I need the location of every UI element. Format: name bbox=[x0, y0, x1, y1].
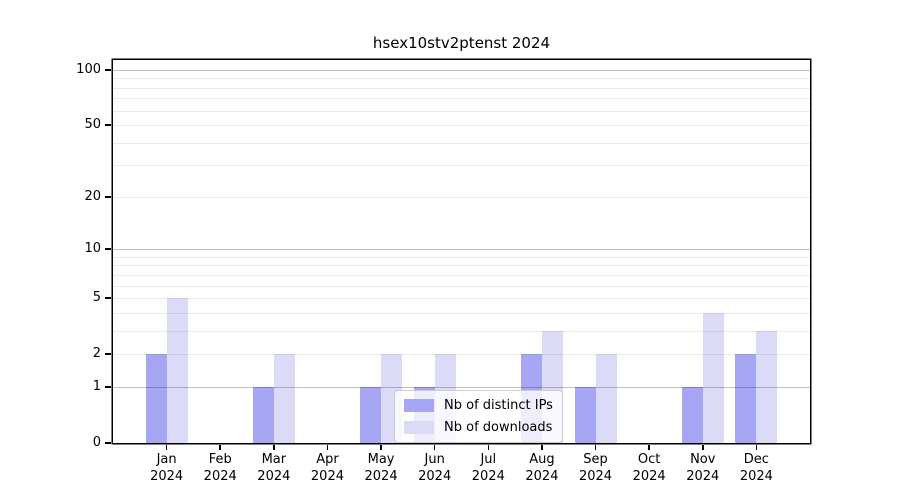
x-tick-year: 2024 bbox=[632, 469, 666, 484]
x-tick-month: Nov bbox=[690, 452, 716, 467]
bar-downloads-jan bbox=[166, 298, 188, 443]
x-tick-month: Oct bbox=[637, 452, 661, 467]
x-tick-mark-dec bbox=[755, 445, 758, 450]
y-tick-label-50: 50 bbox=[84, 117, 101, 133]
x-tick-label-dec: Dec 2024 bbox=[724, 451, 788, 485]
x-tick-month: Dec bbox=[743, 452, 769, 467]
legend-row-downloads: Nb of downloads bbox=[404, 419, 553, 436]
x-tick-label-jul: Jul 2024 bbox=[456, 451, 520, 485]
x-tick-mark-sep bbox=[594, 445, 597, 450]
y-tick-mark-1 bbox=[105, 386, 111, 388]
legend-swatch-distinct-ips bbox=[404, 399, 434, 412]
x-tick-label-jan: Jan 2024 bbox=[135, 451, 199, 485]
bar-distinct-ips-jan bbox=[145, 354, 167, 443]
x-tick-label-mar: Mar 2024 bbox=[242, 451, 306, 485]
x-tick-label-feb: Feb 2024 bbox=[188, 451, 252, 485]
x-tick-mark-aug bbox=[541, 445, 543, 450]
x-tick-month: Jun bbox=[424, 452, 445, 467]
bar-distinct-ips-sep bbox=[574, 386, 596, 443]
x-tick-month: Jan bbox=[156, 452, 177, 467]
bar-downloads-sep bbox=[595, 354, 617, 443]
chart-title: hsex10stv2ptenst 2024 bbox=[372, 34, 551, 52]
y-tick-mark-2 bbox=[105, 353, 111, 355]
x-tick-year: 2024 bbox=[257, 469, 291, 484]
x-tick-mark-mar bbox=[273, 445, 275, 450]
y-tick-label-10: 10 bbox=[84, 241, 101, 257]
bar-downloads-mar bbox=[273, 354, 295, 443]
legend-label: Nb of downloads bbox=[444, 420, 553, 435]
y-tick-label-100: 100 bbox=[76, 61, 101, 77]
x-tick-mark-jun bbox=[433, 445, 436, 450]
x-tick-mark-jul bbox=[487, 445, 490, 450]
x-tick-label-may: May 2024 bbox=[349, 451, 413, 485]
x-tick-year: 2024 bbox=[310, 469, 344, 484]
y-tick-mark-0 bbox=[105, 442, 111, 444]
legend-row-distinct-ips: Nb of distinct IPs bbox=[404, 397, 553, 414]
x-tick-label-sep: Sep 2024 bbox=[564, 451, 628, 485]
legend-label: Nb of distinct IPs bbox=[444, 398, 553, 413]
x-tick-label-apr: Apr 2024 bbox=[295, 451, 359, 485]
y-tick-mark-50 bbox=[105, 124, 111, 126]
bar-downloads-nov bbox=[702, 312, 724, 443]
x-tick-month: Feb bbox=[208, 452, 232, 467]
x-tick-year: 2024 bbox=[150, 469, 184, 484]
x-tick-label-jun: Jun 2024 bbox=[403, 451, 467, 485]
x-tick-year: 2024 bbox=[578, 469, 613, 484]
x-tick-mark-jan bbox=[165, 445, 168, 450]
y-tick-mark-10 bbox=[105, 248, 111, 250]
x-tick-mark-feb bbox=[219, 445, 221, 450]
x-tick-year: 2024 bbox=[686, 469, 720, 484]
x-tick-year: 2024 bbox=[203, 469, 237, 484]
x-tick-year: 2024 bbox=[525, 469, 559, 484]
bar-distinct-ips-mar bbox=[252, 386, 274, 443]
y-tick-label-20: 20 bbox=[84, 188, 101, 204]
x-tick-label-oct: Oct 2024 bbox=[617, 451, 681, 485]
y-tick-label-0: 0 bbox=[92, 435, 101, 450]
y-tick-label-5: 5 bbox=[92, 290, 101, 306]
x-tick-year: 2024 bbox=[364, 469, 398, 484]
x-tick-label-nov: Nov 2024 bbox=[671, 451, 735, 485]
x-tick-mark-apr bbox=[326, 445, 329, 450]
x-tick-mark-oct bbox=[648, 445, 650, 450]
legend-swatch-downloads bbox=[404, 421, 434, 434]
x-tick-year: 2024 bbox=[418, 469, 452, 484]
x-tick-mark-may bbox=[380, 445, 382, 450]
y-tick-mark-100 bbox=[105, 69, 111, 71]
y-tick-label-2: 2 bbox=[92, 346, 101, 362]
x-tick-month: May bbox=[367, 452, 395, 467]
x-tick-year: 2024 bbox=[471, 469, 505, 484]
y-tick-mark-20 bbox=[105, 196, 111, 198]
x-tick-mark-nov bbox=[702, 445, 704, 450]
legend: Nb of distinct IPs Nb of downloads bbox=[394, 390, 563, 443]
y-tick-label-1: 1 bbox=[92, 378, 101, 394]
bar-distinct-ips-may bbox=[360, 386, 382, 443]
x-tick-month: Mar bbox=[261, 452, 287, 467]
plot-area: Nb of distinct IPs Nb of downloads bbox=[113, 60, 810, 443]
x-tick-month: Apr bbox=[316, 452, 339, 467]
x-tick-month: Sep bbox=[583, 452, 608, 467]
bar-downloads-dec bbox=[756, 330, 778, 443]
bars-layer bbox=[113, 60, 810, 443]
x-tick-month: Jul bbox=[480, 452, 497, 467]
bar-distinct-ips-dec bbox=[735, 354, 757, 443]
x-tick-year: 2024 bbox=[739, 469, 773, 484]
x-tick-label-aug: Aug 2024 bbox=[510, 451, 574, 485]
bar-distinct-ips-nov bbox=[681, 386, 703, 443]
x-tick-month: Aug bbox=[529, 452, 555, 467]
y-tick-mark-5 bbox=[105, 297, 111, 299]
